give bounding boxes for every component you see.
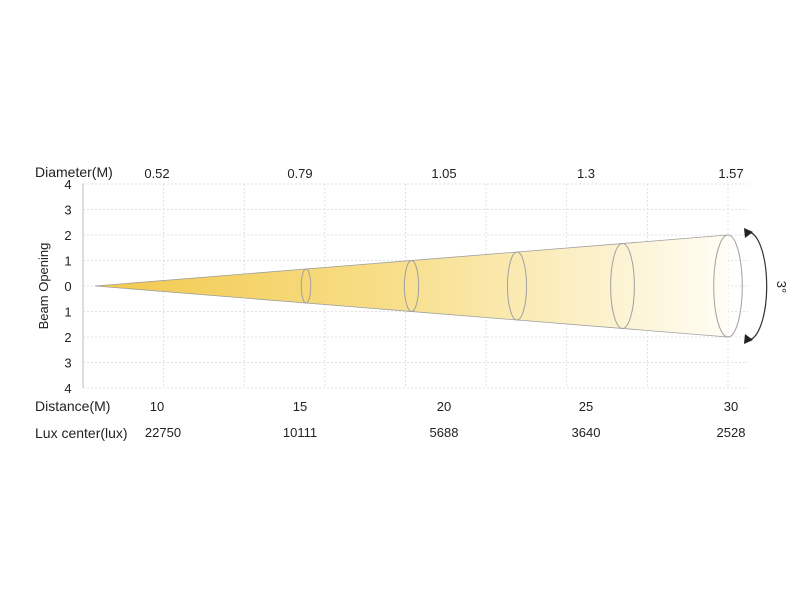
y-tick-label: 2 [64, 228, 71, 243]
beam-ellipse-25 [610, 243, 635, 329]
beam-angle-arrow-bottom [744, 334, 753, 344]
y-tick-label: 3 [64, 203, 71, 218]
beam-ellipses [300, 234, 743, 338]
lux-value: 10111 [283, 425, 317, 440]
y-tick-label: 4 [64, 177, 71, 192]
beam-ellipse-15 [403, 260, 420, 312]
diameter-value: 1.05 [431, 166, 456, 181]
y-tick-label: 1 [64, 305, 71, 320]
lux-value: 3640 [572, 425, 601, 440]
lux-value: 22750 [145, 425, 181, 440]
beam-ellipse-30 [713, 234, 743, 338]
diameter-value: 1.57 [718, 166, 743, 181]
beam-ellipse-20 [506, 251, 528, 321]
distance-value: 20 [437, 399, 451, 414]
y-tick-label: 3 [64, 356, 71, 371]
distance-value: 30 [724, 399, 738, 414]
distance-value: 15 [293, 399, 307, 414]
distance-row-label: Distance(M) [35, 398, 110, 414]
lux-value: 5688 [430, 425, 459, 440]
beam-cone [95, 235, 728, 337]
beam-ellipse-10 [300, 268, 312, 304]
beam-angle-indicator: 3° [744, 228, 789, 344]
diameter-row-label: Diameter(M) [35, 164, 113, 180]
y-tick-label: 4 [64, 381, 71, 396]
diameter-value: 0.79 [287, 166, 312, 181]
lux-values: 22750 10111 5688 3640 2528 [145, 425, 746, 440]
y-tick-label: 1 [64, 254, 71, 269]
y-tick-label: 0 [64, 279, 71, 294]
beam [94, 234, 729, 338]
diameter-value: 0.52 [144, 166, 169, 181]
diameter-values: 0.52 0.79 1.05 1.3 1.57 [144, 166, 743, 181]
lux-value: 2528 [717, 425, 746, 440]
beam-angle-label: 3° [774, 281, 789, 293]
distance-values: 10 15 20 25 30 [150, 399, 738, 414]
beam-angle-arc [747, 231, 768, 341]
distance-value: 10 [150, 399, 164, 414]
distance-value: 25 [579, 399, 593, 414]
y-ticks: 4 3 2 1 0 1 2 3 4 [64, 177, 71, 396]
y-axis-label: Beam Opening [36, 243, 51, 330]
diameter-value: 1.3 [577, 166, 595, 181]
y-tick-label: 2 [64, 330, 71, 345]
beam-angle-arrow-top [744, 228, 753, 238]
lux-row-label: Lux center(lux) [35, 425, 128, 441]
